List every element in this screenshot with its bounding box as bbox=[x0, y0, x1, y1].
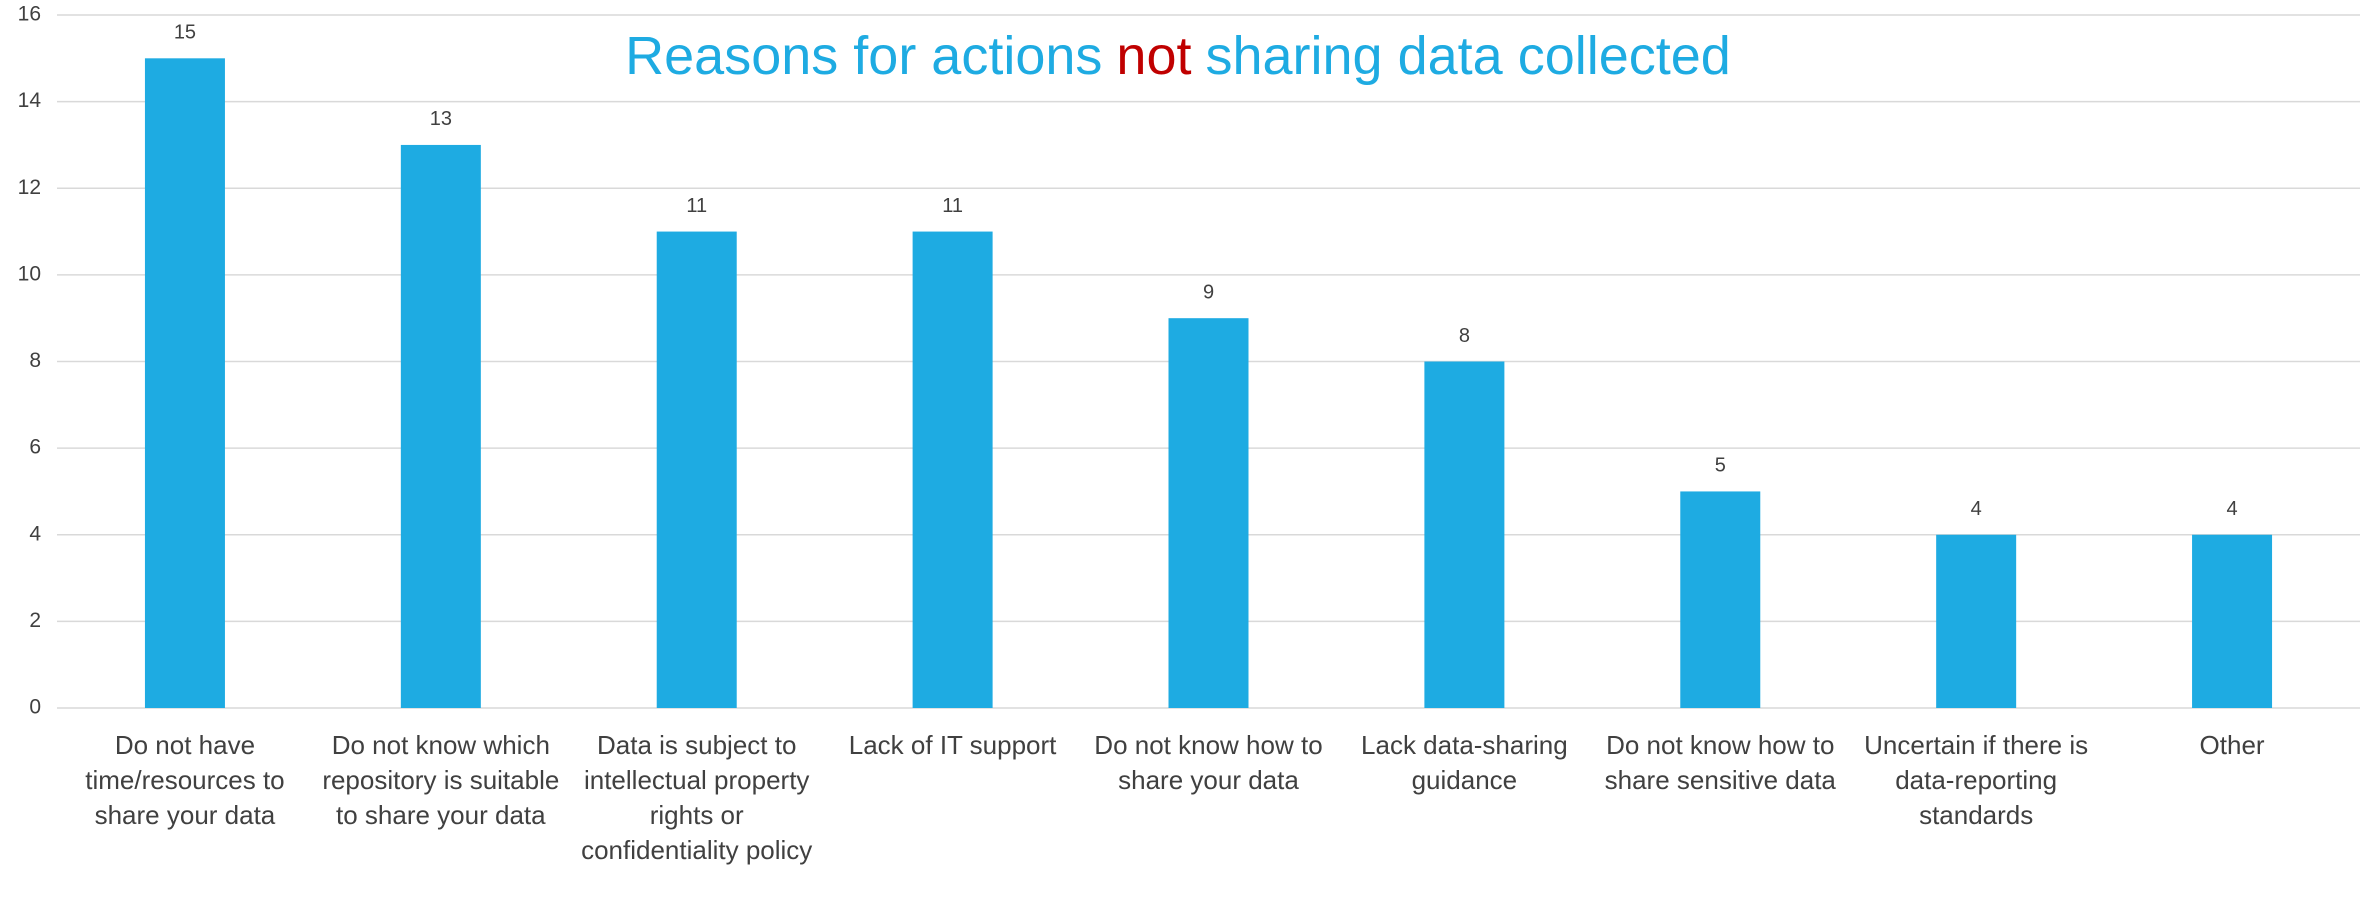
bar bbox=[400, 144, 481, 708]
x-tick-label: Do not know which repository is suitable… bbox=[322, 730, 560, 830]
title-part: not bbox=[1116, 26, 1191, 86]
x-tick-label: Data is subject to intellectual property… bbox=[581, 730, 813, 865]
y-tick-label: 4 bbox=[29, 522, 41, 545]
bar bbox=[1680, 491, 1761, 708]
x-tick-label: Do not know how to share sensitive data bbox=[1604, 730, 1836, 795]
bar bbox=[144, 58, 225, 708]
x-tick-label: Do not have time/resources to share your… bbox=[85, 730, 285, 830]
x-tick-label: Other bbox=[2199, 730, 2265, 760]
data-label: 13 bbox=[430, 108, 452, 130]
data-label: 8 bbox=[1459, 325, 1470, 347]
chart-title: Reasons for actions not sharing data colle… bbox=[625, 26, 1731, 86]
title-part: sharing data collected bbox=[1205, 26, 1730, 86]
y-tick-label: 16 bbox=[18, 3, 41, 26]
y-tick-label: 10 bbox=[18, 262, 41, 285]
bar bbox=[2192, 534, 2273, 708]
y-tick-label: 14 bbox=[18, 89, 42, 112]
x-tick-label: Lack of IT support bbox=[848, 730, 1057, 760]
data-label: 4 bbox=[1971, 498, 1982, 520]
x-tick-label: Do not know how to share your data bbox=[1094, 730, 1323, 795]
bar bbox=[1936, 534, 2017, 708]
y-tick-label: 2 bbox=[29, 609, 41, 632]
data-label: 15 bbox=[174, 22, 196, 44]
x-tick-label: Lack data-sharing guidance bbox=[1361, 730, 1568, 795]
y-tick-label: 12 bbox=[18, 176, 41, 199]
data-label: 11 bbox=[942, 195, 963, 217]
data-label: 9 bbox=[1203, 281, 1214, 303]
data-label: 5 bbox=[1715, 455, 1726, 477]
y-tick-label: 8 bbox=[29, 349, 41, 372]
bar bbox=[1168, 318, 1249, 708]
title-part: Reasons for actions bbox=[625, 26, 1102, 86]
data-label: 4 bbox=[2226, 498, 2237, 520]
bar bbox=[1424, 361, 1505, 708]
y-tick-label: 0 bbox=[29, 696, 41, 719]
bar bbox=[912, 231, 993, 708]
x-tick-label: Uncertain if there is data-reporting sta… bbox=[1864, 730, 2089, 830]
y-tick-label: 6 bbox=[29, 436, 41, 459]
bar bbox=[656, 231, 737, 708]
data-label: 11 bbox=[686, 195, 707, 217]
